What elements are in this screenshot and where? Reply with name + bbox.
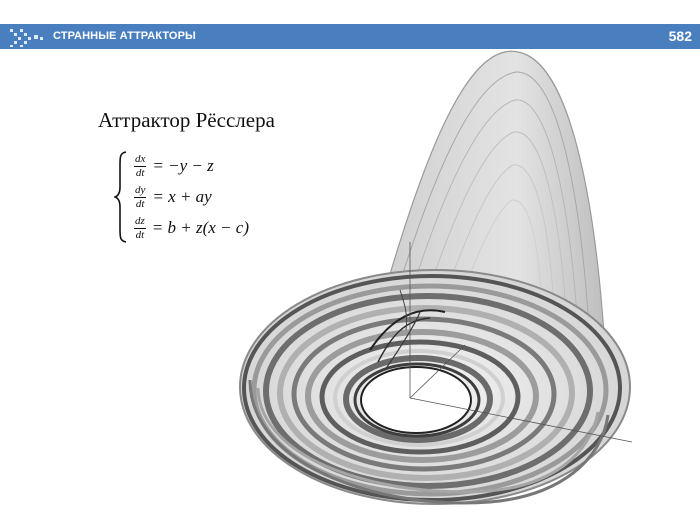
section-title: СТРАННЫЕ АТТРАКТОРЫ (53, 30, 196, 42)
rossler-attractor-image (239, 50, 633, 505)
equation-row: dx dt = −y − z (134, 152, 214, 180)
header-bar: СТРАННЫЕ АТТРАКТОРЫ 582 (0, 24, 700, 49)
rossler-equations: dx dt = −y − z dy dt = x + ay dz dt = b … (114, 151, 284, 243)
equation-rhs: = x + ay (152, 187, 212, 206)
equation-rhs: = −y − z (152, 156, 214, 175)
slide-title: Аттрактор Рёсслера (98, 108, 275, 132)
left-brace (114, 151, 127, 243)
equation-row: dy dt = x + ay (134, 183, 212, 211)
derivative: dz dt (134, 214, 146, 241)
page-number: 582 (668, 28, 692, 44)
chevron-arrows-icon (10, 29, 43, 47)
equation-row: dz dt = b + z(x − c) (134, 214, 249, 242)
derivative: dy dt (134, 183, 147, 210)
equation-rhs: = b + z(x − c) (151, 218, 249, 237)
derivative: dx dt (134, 152, 147, 179)
